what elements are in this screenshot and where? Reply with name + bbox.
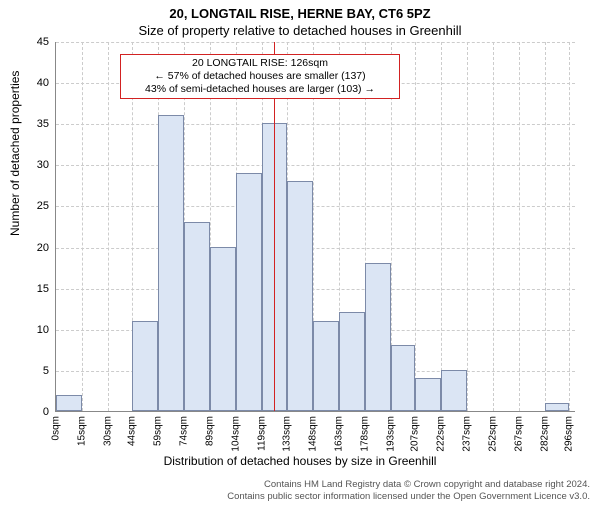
y-tick-label: 20	[9, 242, 49, 254]
x-tick-label: 74sqm	[179, 416, 190, 446]
x-tick-label: 296sqm	[564, 416, 575, 452]
histogram-bar	[391, 345, 415, 411]
gridline-v	[82, 42, 83, 411]
page-subtitle: Size of property relative to detached ho…	[0, 23, 600, 38]
y-tick-label: 0	[9, 406, 49, 418]
gridline-v	[569, 42, 570, 411]
footer-line-2: Contains public sector information licen…	[227, 491, 590, 502]
annotation-line-2: ← 57% of detached houses are smaller (13…	[127, 70, 393, 83]
x-tick-label: 148sqm	[307, 416, 318, 452]
y-tick-label: 30	[9, 159, 49, 171]
footer-attribution: Contains HM Land Registry data © Crown c…	[227, 479, 590, 502]
histogram-bar	[158, 115, 184, 411]
x-tick-label: 267sqm	[513, 416, 524, 452]
histogram-bar	[287, 181, 313, 411]
x-tick-label: 193sqm	[385, 416, 396, 452]
y-tick-label: 10	[9, 324, 49, 336]
annotation-line-3: 43% of semi-detached houses are larger (…	[127, 83, 393, 96]
gridline-v	[108, 42, 109, 411]
histogram-bar	[365, 263, 391, 411]
y-tick-label: 5	[9, 365, 49, 377]
y-tick-label: 40	[9, 77, 49, 89]
x-tick-label: 237sqm	[461, 416, 472, 452]
gridline-v	[545, 42, 546, 411]
x-tick-label: 178sqm	[359, 416, 370, 452]
x-tick-label: 30sqm	[103, 416, 114, 446]
x-tick-label: 282sqm	[539, 416, 550, 452]
histogram-bar	[184, 222, 210, 411]
gridline-h	[56, 165, 575, 166]
x-tick-label: 104sqm	[231, 416, 242, 452]
histogram-bar	[132, 321, 158, 411]
histogram-bar	[210, 247, 236, 411]
x-tick-label: 44sqm	[127, 416, 138, 446]
x-tick-label: 119sqm	[257, 416, 268, 451]
gridline-v	[441, 42, 442, 411]
histogram-bar	[56, 395, 82, 411]
footer-line-1: Contains HM Land Registry data © Crown c…	[227, 479, 590, 490]
histogram-chart: 0510152025303540450sqm15sqm30sqm44sqm59s…	[55, 42, 575, 412]
histogram-bar	[313, 321, 339, 411]
annotation-box: 20 LONGTAIL RISE: 126sqm ← 57% of detach…	[120, 54, 400, 99]
x-tick-label: 207sqm	[409, 416, 420, 452]
y-tick-label: 35	[9, 118, 49, 130]
histogram-bar	[545, 403, 569, 411]
gridline-v	[519, 42, 520, 411]
y-tick-label: 25	[9, 200, 49, 212]
x-tick-label: 15sqm	[77, 416, 88, 446]
gridline-h	[56, 124, 575, 125]
annotation-line-1: 20 LONGTAIL RISE: 126sqm	[127, 57, 393, 70]
histogram-bar	[415, 378, 441, 411]
y-tick-label: 15	[9, 283, 49, 295]
x-tick-label: 252sqm	[487, 416, 498, 452]
gridline-v	[493, 42, 494, 411]
x-tick-label: 89sqm	[205, 416, 216, 446]
x-tick-label: 133sqm	[281, 416, 292, 452]
gridline-v	[415, 42, 416, 411]
gridline-h	[56, 248, 575, 249]
x-tick-label: 163sqm	[333, 416, 344, 452]
y-tick-label: 45	[9, 36, 49, 48]
histogram-bar	[339, 312, 365, 411]
x-tick-label: 59sqm	[153, 416, 164, 446]
x-axis-label: Distribution of detached houses by size …	[0, 454, 600, 468]
x-tick-label: 0sqm	[51, 416, 62, 440]
gridline-v	[467, 42, 468, 411]
gridline-h	[56, 42, 575, 43]
histogram-bar	[441, 370, 467, 411]
page-title: 20, LONGTAIL RISE, HERNE BAY, CT6 5PZ	[0, 6, 600, 21]
gridline-h	[56, 289, 575, 290]
histogram-bar	[236, 173, 262, 411]
x-tick-label: 222sqm	[435, 416, 446, 452]
gridline-h	[56, 206, 575, 207]
